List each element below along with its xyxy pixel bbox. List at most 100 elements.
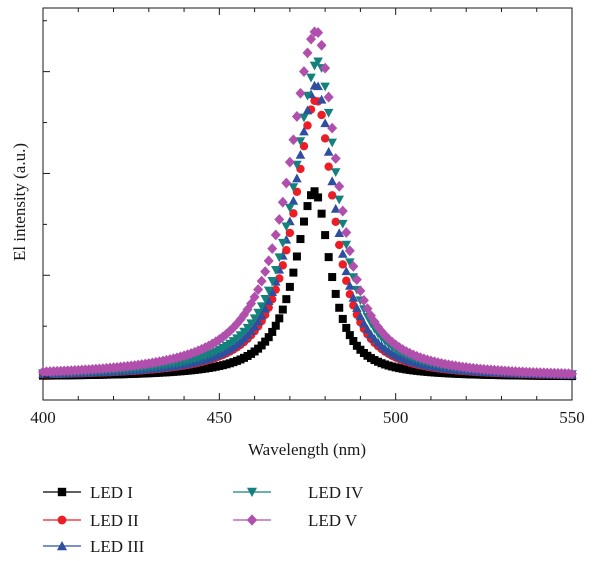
data-point <box>270 265 281 275</box>
data-point <box>348 292 359 302</box>
data-point <box>263 296 274 306</box>
data-point <box>358 295 369 306</box>
series-led-v <box>38 26 577 380</box>
data-point <box>261 337 270 346</box>
data-point <box>327 176 337 186</box>
data-point <box>324 162 333 171</box>
data-point <box>328 273 337 282</box>
data-point <box>291 111 302 122</box>
data-point <box>341 240 352 250</box>
data-point <box>327 191 337 200</box>
data-point <box>249 314 260 324</box>
data-point <box>337 219 348 229</box>
data-point <box>299 126 309 136</box>
x-axis-label: Wavelength (nm) <box>248 440 366 459</box>
data-point <box>348 260 359 272</box>
series-led-i <box>39 187 576 381</box>
data-point <box>320 82 330 92</box>
data-point <box>271 321 280 330</box>
data-point <box>274 253 285 263</box>
data-point <box>359 318 369 328</box>
data-point <box>299 217 308 226</box>
data-point <box>355 311 366 321</box>
data-point <box>260 266 271 277</box>
data-point <box>302 105 313 115</box>
data-point <box>338 314 347 323</box>
data-point <box>349 337 358 346</box>
data-point <box>306 33 317 45</box>
data-point <box>256 310 267 320</box>
data-point <box>376 326 387 337</box>
data-point <box>327 138 337 148</box>
data-point <box>337 248 348 258</box>
legend-item-led-iv: LED IV <box>233 483 364 502</box>
data-point <box>362 324 373 334</box>
data-point <box>299 113 309 123</box>
legend-item-led-v: LED V <box>233 511 358 530</box>
data-point <box>306 73 316 83</box>
data-point <box>337 205 348 217</box>
series-led-ii <box>38 96 577 380</box>
data-point <box>256 275 267 287</box>
data-point <box>249 321 260 331</box>
data-point <box>274 214 285 225</box>
data-point <box>344 245 355 257</box>
data-point <box>288 134 299 146</box>
data-point <box>264 333 273 342</box>
legend: LED I LED II LED III LED IV LED V <box>43 483 364 556</box>
data-point <box>267 277 278 286</box>
data-point <box>397 344 408 355</box>
x-tick-label: 400 <box>30 408 56 427</box>
data-point <box>352 303 362 312</box>
data-point <box>345 280 355 290</box>
data-point <box>302 47 313 59</box>
data-point <box>394 341 405 353</box>
data-point <box>355 285 366 297</box>
data-point <box>246 326 256 335</box>
plot-frame <box>42 7 573 401</box>
data-point <box>316 39 327 51</box>
data-point <box>289 209 298 218</box>
data-point <box>278 238 288 248</box>
data-point <box>292 173 302 183</box>
data-point <box>330 203 341 213</box>
data-point <box>334 180 345 192</box>
data-point <box>324 253 333 262</box>
data-point <box>320 62 331 74</box>
y-axis <box>43 20 50 378</box>
data-point <box>302 91 313 101</box>
data-point <box>317 209 326 218</box>
data-point <box>323 91 334 103</box>
data-point <box>268 327 277 336</box>
legend-label: LED I <box>90 483 133 502</box>
data-point <box>334 195 345 205</box>
legend-label: LED V <box>308 511 358 530</box>
data-point <box>341 227 352 238</box>
data-point <box>270 229 281 241</box>
data-point <box>342 276 351 285</box>
data-point <box>345 258 355 268</box>
data-point <box>288 183 299 193</box>
legend-label: LED IV <box>308 483 364 502</box>
data-point <box>275 314 284 323</box>
data-point <box>207 338 218 350</box>
legend-label: LED II <box>90 511 139 530</box>
data-point <box>342 323 351 332</box>
data-point <box>282 295 291 304</box>
data-point <box>314 193 323 202</box>
data-point <box>341 266 352 276</box>
data-point <box>387 336 398 348</box>
data-point <box>292 160 302 170</box>
data-point <box>320 134 330 143</box>
data-point <box>292 187 302 196</box>
data-point <box>317 110 326 120</box>
legend-marker <box>57 515 67 525</box>
data-point <box>567 368 577 380</box>
data-point <box>327 122 338 134</box>
data-point <box>338 260 347 269</box>
data-point <box>313 27 324 38</box>
data-point <box>295 149 306 159</box>
legend-marker <box>56 540 68 551</box>
data-point <box>303 121 312 130</box>
data-point <box>289 268 298 277</box>
